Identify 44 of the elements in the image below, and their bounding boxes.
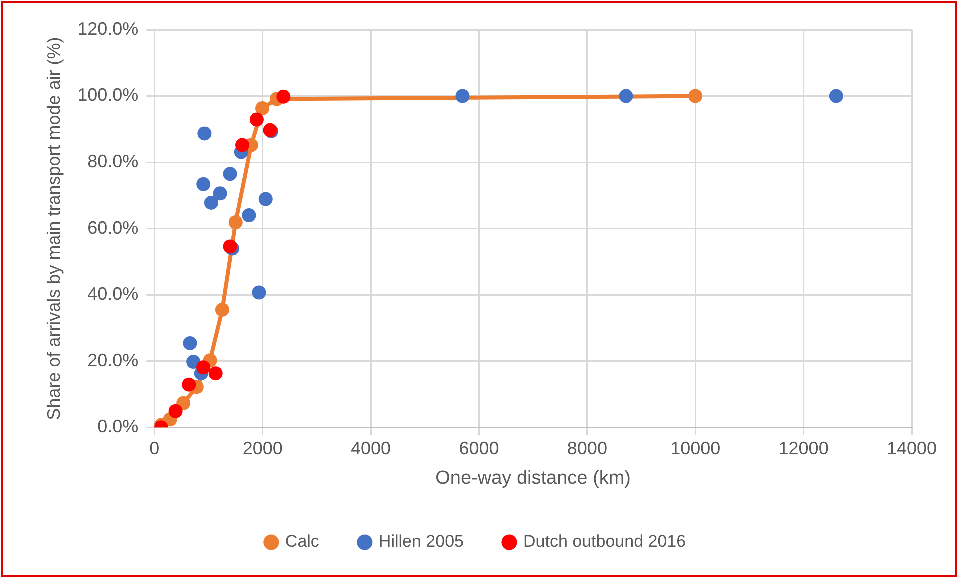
x-tick-label: 4000 — [351, 438, 392, 458]
y-tick-label: 120.0% — [78, 18, 139, 39]
y-tick-label: 60.0% — [88, 218, 139, 238]
point — [182, 378, 196, 392]
point — [208, 366, 223, 381]
legend-label: Hillen 2005 — [378, 532, 464, 552]
point — [688, 89, 703, 104]
point — [196, 177, 211, 192]
point — [242, 208, 256, 223]
legend-label: Calc — [285, 532, 320, 552]
x-tick-label: 6000 — [459, 438, 500, 458]
y-tick-label: 40.0% — [88, 284, 139, 304]
x-axis-title: One-way distance (km) — [436, 468, 631, 489]
x-tick-label: 14000 — [886, 438, 938, 458]
x-tick-label: 2000 — [242, 438, 283, 458]
x-tick-label: 8000 — [567, 438, 608, 458]
point — [223, 167, 238, 182]
x-tick-label: 0 — [150, 438, 160, 458]
point — [236, 138, 250, 152]
legend-label: Dutch outbound 2016 — [523, 532, 686, 552]
x-tick-label: 10000 — [670, 438, 721, 458]
point — [252, 286, 266, 300]
point — [619, 89, 634, 104]
point — [250, 112, 264, 127]
point — [276, 90, 291, 104]
point — [228, 216, 243, 230]
y-tick-label: 20.0% — [88, 350, 139, 370]
x-tick-label: 12000 — [778, 438, 829, 458]
y-axis-title: Share of arrivals by main transport mode air (%) — [44, 37, 64, 420]
point — [186, 354, 201, 369]
y-tick-label: 80.0% — [88, 152, 139, 172]
point — [456, 89, 470, 104]
point — [213, 186, 228, 201]
point — [204, 196, 218, 210]
point — [168, 404, 183, 418]
y-tick-label: 0.0% — [98, 416, 139, 437]
y-tick-label: 100.0% — [78, 85, 139, 106]
point — [256, 102, 270, 116]
point — [198, 126, 212, 141]
point — [258, 192, 273, 206]
point — [196, 360, 211, 375]
point — [183, 336, 198, 350]
point — [215, 302, 230, 317]
point — [829, 89, 844, 104]
